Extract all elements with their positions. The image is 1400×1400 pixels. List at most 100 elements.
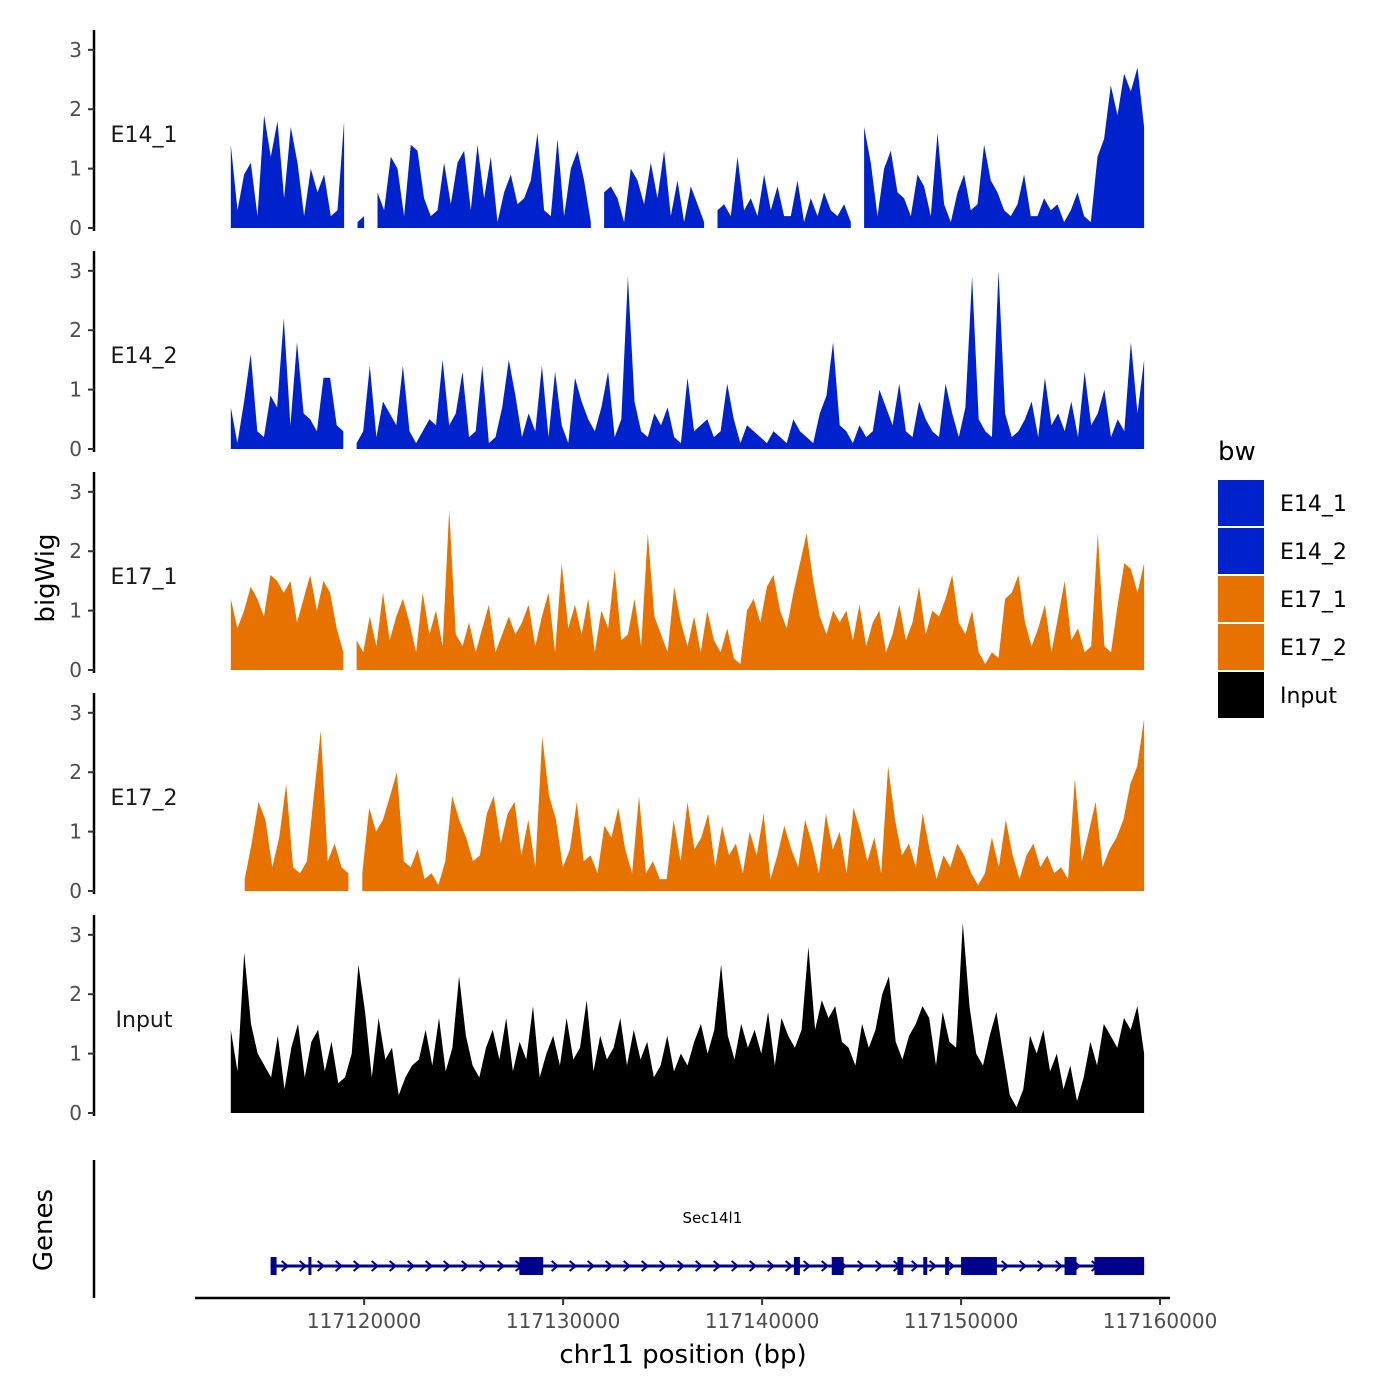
y-tick-label: 2 [69, 760, 82, 784]
x-tick-label: 117150000 [904, 1309, 1019, 1333]
coverage-area-E14_1 [864, 67, 1145, 228]
legend-swatch [1218, 576, 1264, 622]
strand-arrow [388, 1260, 398, 1272]
y-tick-label: 0 [69, 216, 82, 240]
legend-label: E17_2 [1280, 636, 1347, 661]
y-tick-label: 0 [69, 879, 82, 903]
legend-item-E14_1: E14_1 [1218, 480, 1347, 526]
strand-arrow [874, 1260, 884, 1272]
exon [270, 1257, 277, 1275]
exon [923, 1257, 928, 1275]
strand-arrow [1000, 1260, 1010, 1272]
legend-swatch [1218, 672, 1264, 718]
y-tick-label: 2 [69, 97, 82, 121]
x-axis-title: chr11 position (bp) [559, 1340, 806, 1370]
coverage-area-E17_2 [362, 718, 1145, 891]
y-tick-label: 0 [69, 1101, 82, 1125]
strand-arrow [1054, 1260, 1064, 1272]
strand-arrow [712, 1260, 722, 1272]
y-tick-label: 3 [69, 38, 82, 62]
strand-arrow [496, 1260, 506, 1272]
y-tick-label: 1 [69, 599, 82, 623]
exon [897, 1257, 904, 1275]
legend-item-E17_1: E17_1 [1218, 576, 1347, 622]
coverage-area-E17_2 [244, 730, 349, 891]
x-axis: 117120000 117130000 117140000 117150000 1171… [195, 1296, 1217, 1333]
coverage-area-Input [230, 922, 1145, 1113]
strand-arrow [730, 1260, 740, 1272]
strand-arrow [298, 1260, 308, 1272]
coverage-area-E14_1 [357, 216, 365, 228]
strand-arrow [1036, 1260, 1046, 1272]
strand-arrow [334, 1260, 344, 1272]
coverage-area-E14_2 [230, 318, 344, 449]
y-axis-title: bigWig [31, 533, 61, 622]
strand-arrow [442, 1260, 452, 1272]
strand-arrow [658, 1260, 668, 1272]
strand-arrow [946, 1260, 956, 1272]
strand-arrow [694, 1260, 704, 1272]
y-tick-label: 1 [69, 820, 82, 844]
coverage-area-E14_1 [604, 150, 705, 228]
genes-track: Sec14l1 [92, 1160, 1145, 1298]
strand-arrow [406, 1260, 416, 1272]
y-tick-label: 3 [69, 259, 82, 283]
strand-arrow [766, 1260, 776, 1272]
strand-arrow [568, 1260, 578, 1272]
bigwig-tracks: 0 1 2 3 E14_1 0 1 2 3 E14_2 0 1 2 3 E17_1 0 1 2 3 E17_2 0 1 2 3… [69, 30, 1145, 1125]
y-tick-label: 3 [69, 923, 82, 947]
x-tick-label: 117140000 [705, 1309, 820, 1333]
strand-arrow [280, 1260, 290, 1272]
y-tick-label: 0 [69, 437, 82, 461]
strand-arrow [640, 1260, 650, 1272]
exon [831, 1257, 844, 1275]
exon [308, 1257, 312, 1275]
strand-arrow [622, 1260, 632, 1272]
gene-label: Sec14l1 [682, 1209, 742, 1227]
coverage-area-E14_1 [717, 156, 851, 228]
exon [1094, 1257, 1145, 1275]
strand-arrow [820, 1260, 830, 1272]
legend-label: Input [1280, 684, 1337, 709]
legend-item-E14_2: E14_2 [1218, 528, 1347, 574]
y-tick-label: 1 [69, 157, 82, 181]
track-E17_1: 0 1 2 3 E17_1 [69, 472, 1145, 682]
gene-Sec14l1: Sec14l1 [270, 1209, 1145, 1275]
strand-arrow [928, 1260, 938, 1272]
strand-arrow [460, 1260, 470, 1272]
y-tick-label: 0 [69, 658, 82, 682]
panel-label: E17_1 [111, 565, 178, 590]
strand-arrow [802, 1260, 812, 1272]
x-tick-label: 117130000 [506, 1309, 621, 1333]
strand-arrow [604, 1260, 614, 1272]
panel-label: E14_2 [111, 344, 178, 369]
strand-arrow [910, 1260, 920, 1272]
legend-label: E14_1 [1280, 492, 1347, 517]
strand-arrow [478, 1260, 488, 1272]
track-E14_1: 0 1 2 3 E14_1 [69, 30, 1145, 240]
track-E17_2: 0 1 2 3 E17_2 [69, 693, 1145, 903]
legend-swatch [1218, 624, 1264, 670]
legend-item-Input: Input [1218, 672, 1337, 718]
strand-arrow [784, 1260, 794, 1272]
strand-arrow [856, 1260, 866, 1272]
strand-arrow [370, 1260, 380, 1272]
panel-label: Input [116, 1008, 173, 1033]
strand-arrow [352, 1260, 362, 1272]
coverage-area-E17_1 [230, 575, 344, 670]
legend-title: bw [1218, 437, 1256, 467]
y-tick-label: 3 [69, 480, 82, 504]
y-tick-label: 1 [69, 1042, 82, 1066]
exon [945, 1257, 950, 1275]
exon [519, 1257, 544, 1275]
strand-arrow [586, 1260, 596, 1272]
legend-item-E17_2: E17_2 [1218, 624, 1347, 670]
exon [1064, 1257, 1077, 1275]
legend-swatch [1218, 480, 1264, 526]
track-E14_2: 0 1 2 3 E14_2 [69, 251, 1145, 461]
panel-label: E17_2 [111, 786, 178, 811]
strand-arrow [1018, 1260, 1028, 1272]
coverage-area-E14_1 [377, 133, 591, 228]
coverage-area-E14_2 [356, 270, 1145, 449]
